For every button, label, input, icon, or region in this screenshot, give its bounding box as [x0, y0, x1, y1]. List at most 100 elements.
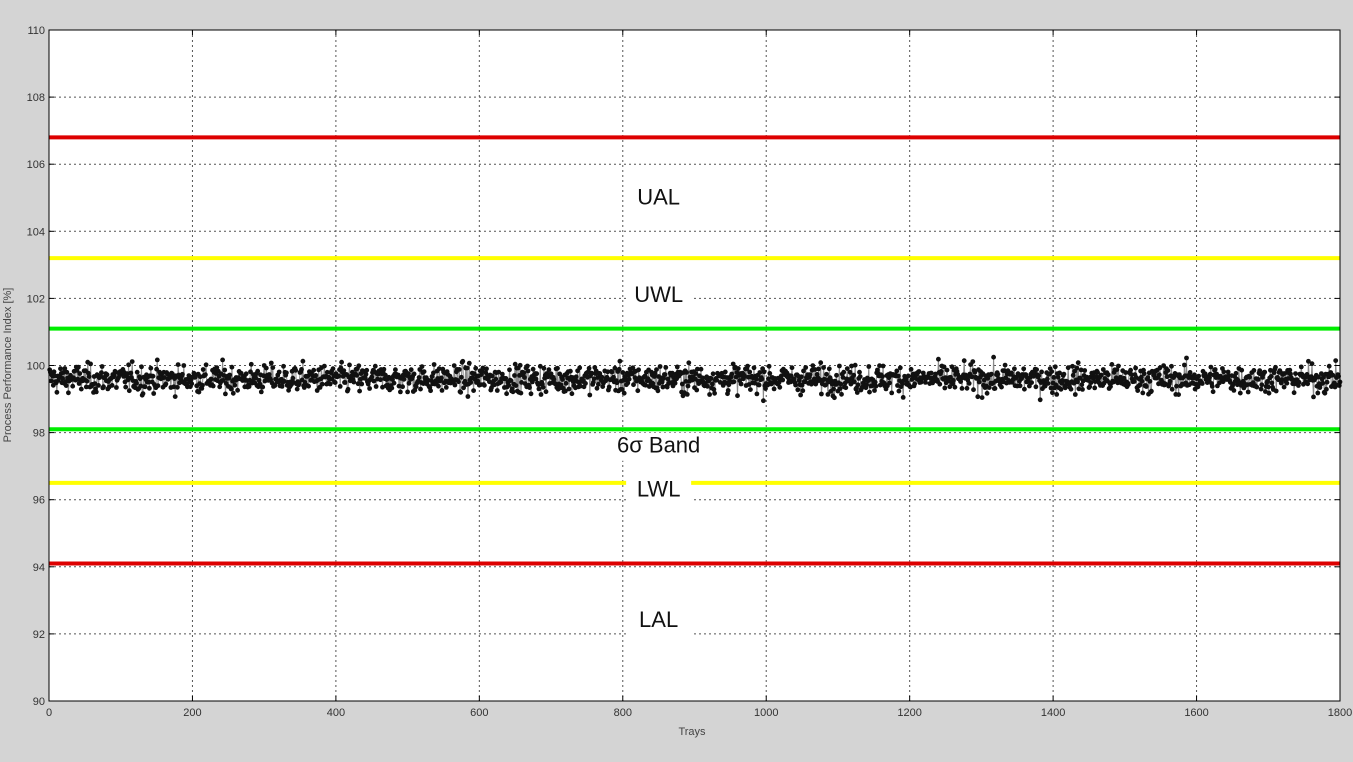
data-point [780, 377, 786, 383]
data-point [1164, 374, 1170, 380]
data-point [661, 376, 667, 381]
data-point [1029, 380, 1034, 385]
data-point [1305, 381, 1311, 387]
ticks: 0 200 400 600 800 1000 1200 1400 1600 1800 90 92 94 9… [27, 25, 1353, 719]
data-point [431, 362, 437, 367]
data-point [126, 388, 132, 394]
data-point [139, 364, 144, 370]
data-point [1060, 378, 1065, 383]
data-point [989, 371, 994, 377]
data-point [777, 384, 783, 390]
x-tick-label: 1800 [1328, 707, 1352, 719]
data-point [1100, 367, 1106, 372]
data-point [1108, 384, 1113, 389]
data-point [877, 382, 883, 388]
data-point [560, 377, 565, 382]
data-point [832, 395, 837, 401]
data-point [58, 366, 63, 372]
x-tick-label: 1400 [1041, 707, 1065, 719]
data-point [800, 388, 806, 394]
data-point [1273, 388, 1279, 394]
data-point [1133, 365, 1138, 371]
data-point [260, 384, 266, 390]
data-point [695, 366, 700, 372]
data-point [528, 391, 534, 397]
data-point [756, 382, 762, 388]
data-point [109, 383, 115, 388]
data-point [1116, 363, 1121, 369]
data-point [1031, 373, 1037, 379]
x-tick-label: 0 [46, 707, 52, 719]
data-point [322, 363, 327, 369]
data-point [137, 376, 143, 382]
data-point [1176, 392, 1181, 397]
data-point [1017, 383, 1023, 389]
data-point [887, 380, 892, 386]
data-point [563, 388, 568, 394]
data-point [1036, 373, 1042, 379]
data-point [347, 362, 352, 368]
data-point [284, 370, 289, 376]
data-point [248, 361, 254, 367]
y-tick-label: 106 [27, 159, 45, 171]
data-point [1092, 385, 1098, 391]
data-point [942, 385, 948, 391]
data-point [1316, 374, 1321, 380]
data-point [1051, 375, 1057, 380]
data-point [276, 369, 282, 375]
data-point [1009, 370, 1014, 376]
data-point [480, 365, 486, 371]
data-point [979, 395, 985, 400]
data-point [1210, 389, 1216, 395]
data-point [1279, 377, 1285, 382]
data-point [256, 377, 262, 383]
data-point [281, 378, 287, 384]
data-point [1137, 382, 1143, 388]
data-point [356, 363, 362, 369]
data-point [1070, 372, 1076, 378]
data-point [684, 370, 689, 375]
data-point [319, 381, 325, 387]
data-point [864, 382, 869, 387]
data-point [76, 364, 81, 370]
data-point [1074, 365, 1080, 371]
data-point [101, 384, 106, 390]
data-point [880, 363, 886, 369]
data-point [1145, 375, 1151, 380]
data-point [685, 383, 691, 389]
data-point [849, 363, 854, 369]
data-point [355, 381, 361, 387]
data-point [1268, 367, 1273, 373]
data-point [189, 381, 195, 387]
data-point [972, 369, 978, 375]
data-point [475, 378, 481, 384]
data-point [327, 381, 333, 387]
data-point [1184, 355, 1189, 361]
data-point [96, 383, 101, 388]
data-point [1088, 380, 1094, 385]
data-point [788, 373, 794, 379]
data-point [759, 376, 765, 382]
data-point [837, 386, 843, 391]
data-point [1070, 363, 1075, 369]
data-point [857, 369, 862, 375]
data-point [200, 367, 206, 372]
data-point [1281, 384, 1287, 390]
data-point [1259, 382, 1265, 388]
data-point [722, 369, 728, 375]
data-point [664, 384, 670, 390]
data-point [1076, 386, 1082, 392]
data-point [900, 395, 906, 400]
data-point [1322, 390, 1328, 396]
data-point [1061, 371, 1067, 377]
data-point [1296, 379, 1302, 385]
data-point [113, 369, 119, 375]
data-point [146, 379, 152, 385]
data-point [763, 386, 768, 391]
data-point [293, 367, 299, 373]
data-point [1045, 381, 1051, 386]
data-point [796, 378, 802, 383]
data-point [599, 374, 605, 380]
